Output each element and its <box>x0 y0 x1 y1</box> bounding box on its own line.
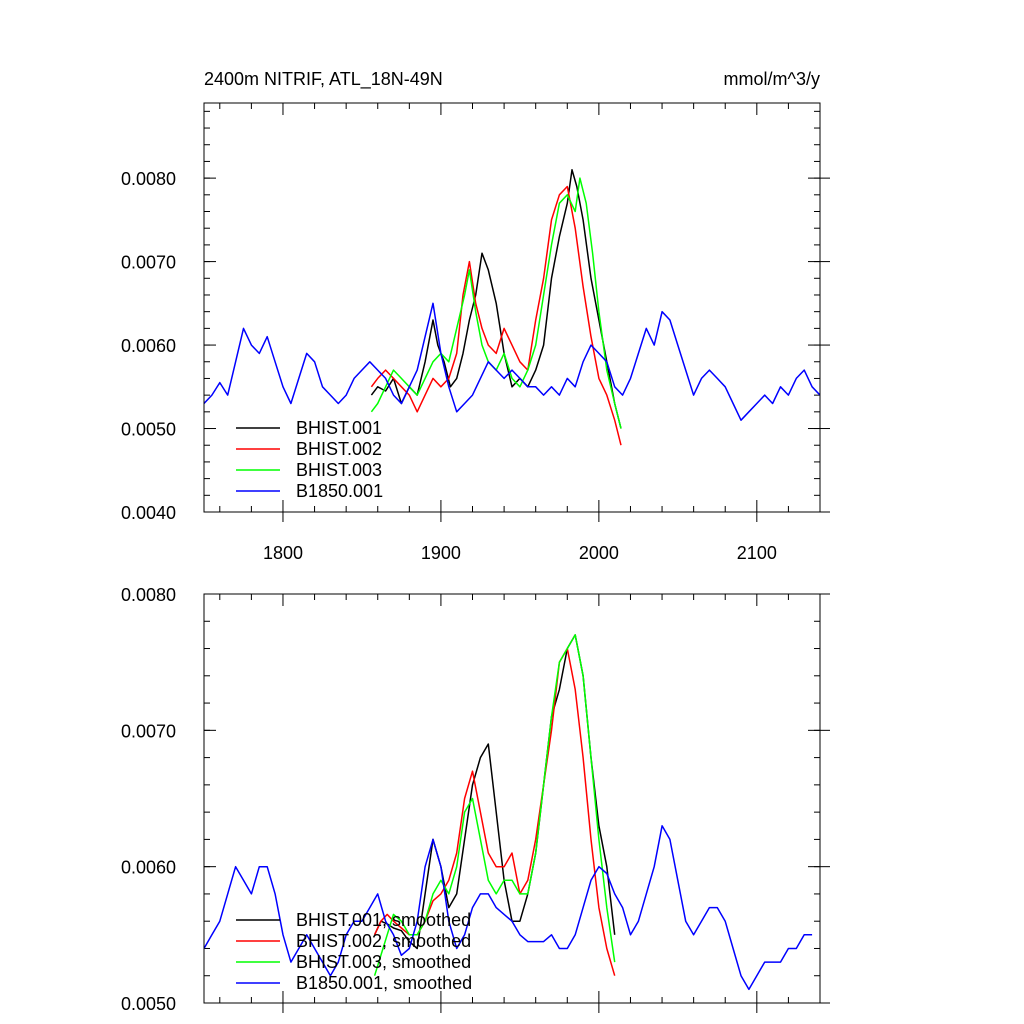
y-tick-label: 0.0040 <box>121 503 176 523</box>
x-tick-label: 1900 <box>421 543 461 563</box>
bottom-panel: 0.0050 0.0060 0.0070 0.0080 BHIST.001, smoot… <box>121 585 830 1014</box>
y-tick-label: 0.0080 <box>121 585 176 605</box>
y-tick-label: 0.0060 <box>121 336 176 356</box>
legend-label: B1850.001 <box>296 481 383 501</box>
legend-label: BHIST.001, smoothed <box>296 910 471 930</box>
legend-label: BHIST.002, smoothed <box>296 931 471 951</box>
top-chart-title: 2400m NITRIF, ATL_18N-49N <box>204 69 443 90</box>
x-tick-label: 2000 <box>579 543 619 563</box>
y-tick-label: 0.0080 <box>121 169 176 189</box>
y-tick-label: 0.0070 <box>121 253 176 273</box>
top-plot-area: 1800 1900 2000 2100 0.0040 0.0050 0.0060 0.0070… <box>121 102 830 563</box>
plot-frame <box>203 593 821 1004</box>
y-tick-label: 0.0060 <box>121 858 176 878</box>
bottom-plot-area: 0.0050 0.0060 0.0070 0.0080 BHIST.001, smoot… <box>121 585 830 1014</box>
legend-label: BHIST.003 <box>296 460 382 480</box>
x-tick-label: 1800 <box>263 543 303 563</box>
series-line-2 <box>370 185 622 446</box>
top-panel: 2400m NITRIF, ATL_18N-49N mmol/m^3/y 180… <box>121 69 830 563</box>
series-line-4 <box>204 825 813 991</box>
legend-label: BHIST.001 <box>296 418 382 438</box>
y-tick-label: 0.0070 <box>121 721 176 741</box>
series-line-4 <box>204 302 820 421</box>
legend-label: B1850.001, smoothed <box>296 973 472 993</box>
y-tick-label: 0.0050 <box>121 420 176 440</box>
top-chart-units: mmol/m^3/y <box>724 69 820 89</box>
legend-label: BHIST.002 <box>296 439 382 459</box>
legend-label: BHIST.003, smoothed <box>296 952 471 972</box>
y-tick-label: 0.0050 <box>121 994 176 1014</box>
series-line-3 <box>373 634 616 976</box>
x-tick-label: 2100 <box>737 543 777 563</box>
plot-frame <box>203 102 821 513</box>
